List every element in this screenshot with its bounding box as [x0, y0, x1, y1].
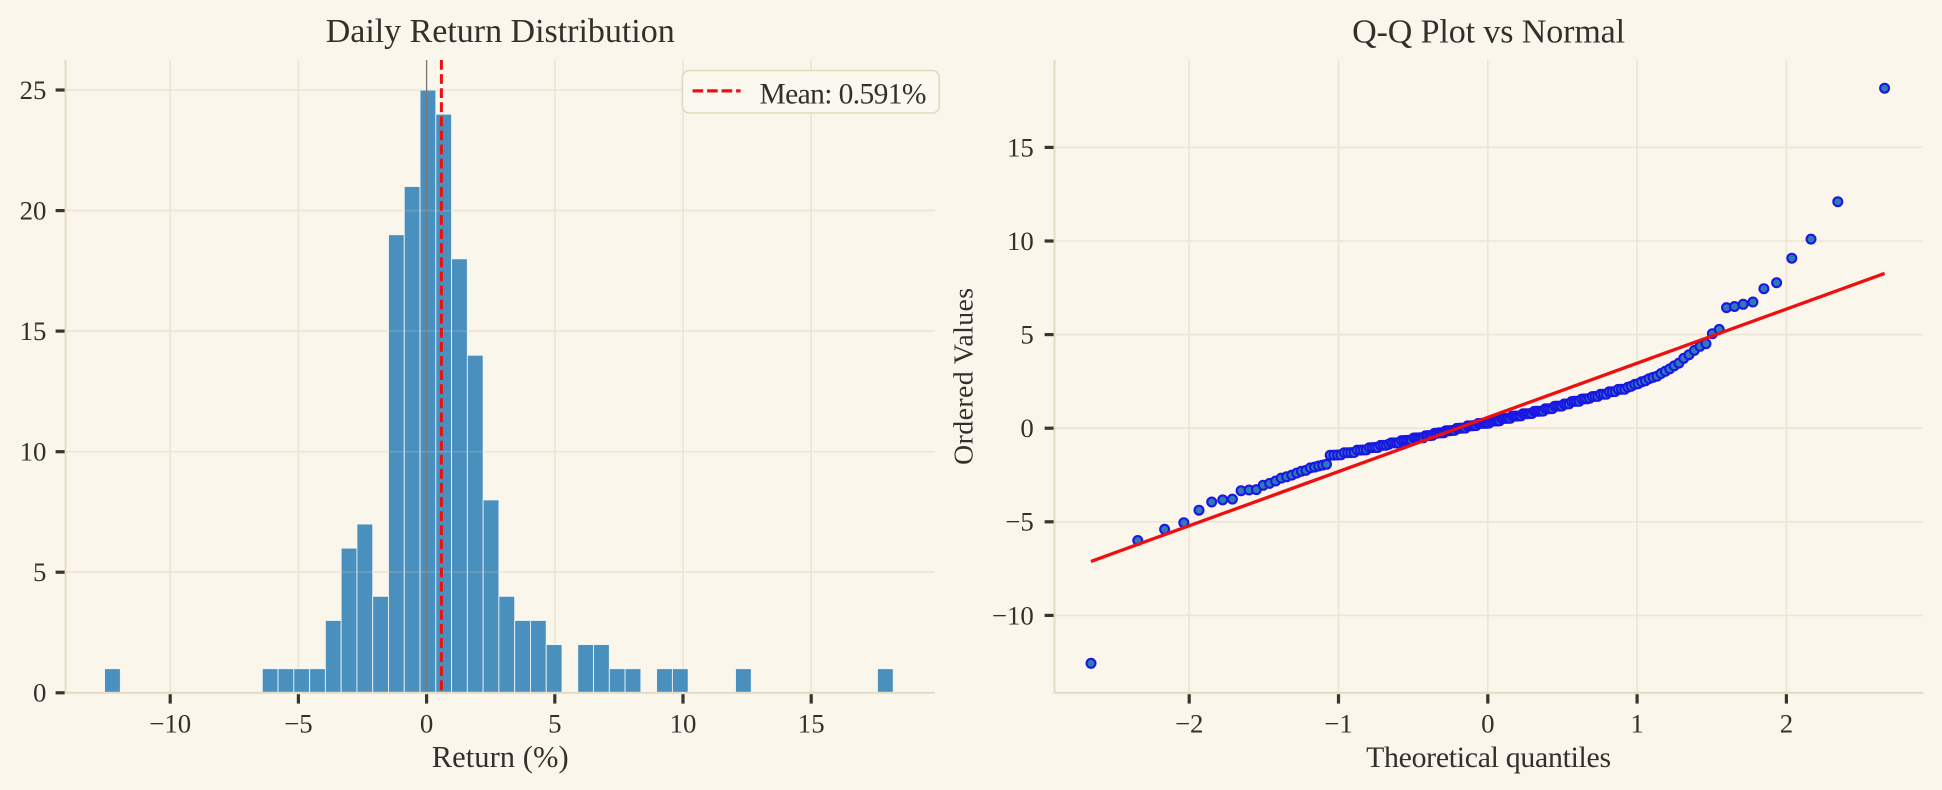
svg-text:5: 5	[548, 709, 561, 739]
svg-text:0: 0	[33, 678, 46, 708]
svg-text:−10: −10	[149, 709, 191, 739]
svg-text:2: 2	[1780, 709, 1793, 739]
svg-text:5: 5	[1020, 320, 1033, 350]
svg-text:Theoretical quantiles: Theoretical quantiles	[1366, 741, 1611, 774]
svg-text:15: 15	[798, 709, 825, 739]
svg-text:0: 0	[1481, 709, 1494, 739]
svg-text:10: 10	[1007, 226, 1034, 256]
svg-text:−1: −1	[1324, 709, 1353, 739]
svg-text:1: 1	[1630, 709, 1643, 739]
svg-text:0: 0	[1020, 413, 1033, 443]
svg-text:15: 15	[20, 316, 47, 346]
svg-text:25: 25	[20, 75, 47, 105]
svg-text:Q-Q Plot vs Normal: Q-Q Plot vs Normal	[1352, 13, 1625, 50]
svg-text:−2: −2	[1175, 709, 1204, 739]
svg-text:10: 10	[20, 437, 47, 467]
svg-text:−5: −5	[284, 709, 313, 739]
svg-text:Daily Return Distribution: Daily Return Distribution	[326, 13, 675, 50]
svg-text:−10: −10	[992, 600, 1034, 630]
svg-text:−5: −5	[1005, 507, 1034, 537]
svg-text:0: 0	[420, 709, 433, 739]
svg-text:Ordered Values: Ordered Values	[949, 288, 980, 465]
svg-text:20: 20	[20, 196, 47, 226]
svg-text:10: 10	[670, 709, 697, 739]
svg-text:Mean: 0.591%: Mean: 0.591%	[760, 78, 927, 110]
svg-text:Return (%): Return (%)	[432, 740, 569, 774]
svg-text:5: 5	[33, 557, 46, 587]
svg-text:15: 15	[1007, 132, 1034, 162]
